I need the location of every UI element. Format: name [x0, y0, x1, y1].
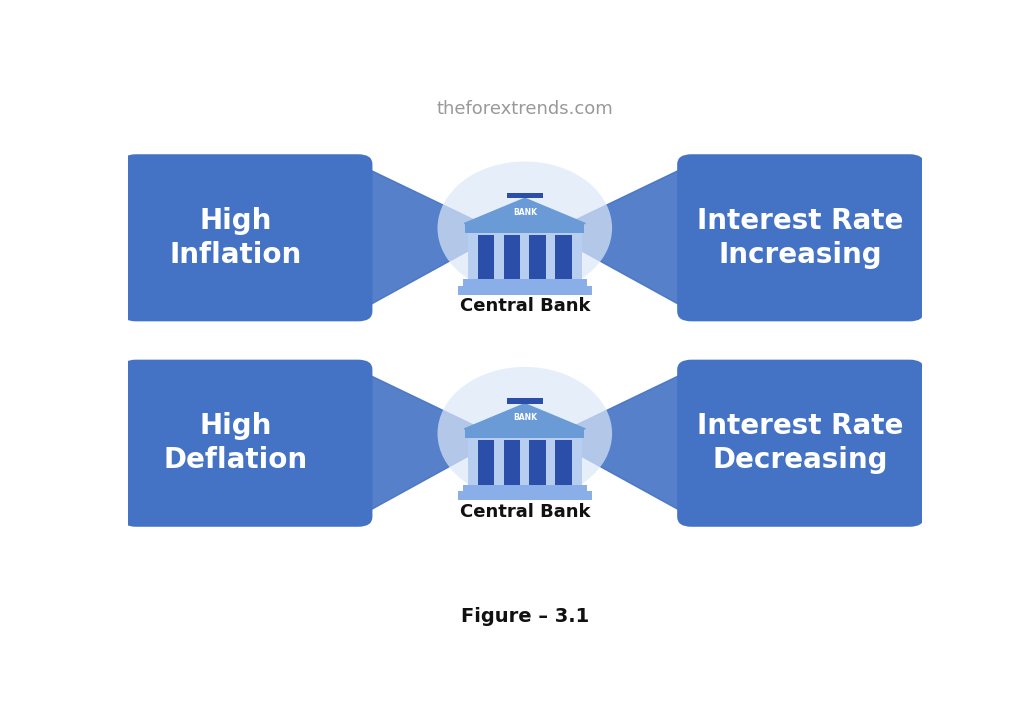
FancyBboxPatch shape — [122, 360, 373, 527]
Polygon shape — [464, 198, 586, 224]
Polygon shape — [572, 164, 691, 311]
FancyBboxPatch shape — [555, 441, 571, 485]
Text: BANK: BANK — [513, 413, 537, 422]
Polygon shape — [358, 164, 477, 311]
FancyBboxPatch shape — [122, 154, 373, 322]
Ellipse shape — [437, 367, 612, 500]
FancyBboxPatch shape — [478, 441, 495, 485]
Text: Figure – 3.1: Figure – 3.1 — [461, 607, 589, 627]
FancyBboxPatch shape — [507, 398, 543, 404]
Polygon shape — [464, 404, 586, 429]
Text: Interest Rate
Decreasing: Interest Rate Decreasing — [697, 412, 904, 474]
Polygon shape — [572, 370, 691, 517]
FancyBboxPatch shape — [478, 235, 495, 280]
FancyBboxPatch shape — [463, 280, 587, 286]
FancyBboxPatch shape — [468, 233, 582, 280]
Text: Central Bank: Central Bank — [460, 503, 590, 521]
FancyBboxPatch shape — [507, 193, 543, 198]
Text: theforextrends.com: theforextrends.com — [436, 100, 613, 118]
Text: High
Deflation: High Deflation — [164, 412, 308, 474]
Text: Central Bank: Central Bank — [460, 298, 590, 316]
FancyBboxPatch shape — [466, 224, 584, 233]
FancyBboxPatch shape — [458, 492, 592, 500]
FancyBboxPatch shape — [529, 235, 546, 280]
Ellipse shape — [437, 162, 612, 295]
Text: BANK: BANK — [513, 208, 537, 217]
FancyBboxPatch shape — [677, 360, 924, 527]
FancyBboxPatch shape — [504, 441, 520, 485]
FancyBboxPatch shape — [468, 438, 582, 485]
FancyBboxPatch shape — [466, 429, 584, 438]
Text: Interest Rate
Increasing: Interest Rate Increasing — [697, 207, 904, 268]
FancyBboxPatch shape — [555, 235, 571, 280]
FancyBboxPatch shape — [463, 485, 587, 492]
Text: High
Inflation: High Inflation — [170, 207, 302, 268]
FancyBboxPatch shape — [529, 441, 546, 485]
Polygon shape — [358, 370, 477, 517]
FancyBboxPatch shape — [458, 286, 592, 295]
FancyBboxPatch shape — [504, 235, 520, 280]
FancyBboxPatch shape — [677, 154, 924, 322]
